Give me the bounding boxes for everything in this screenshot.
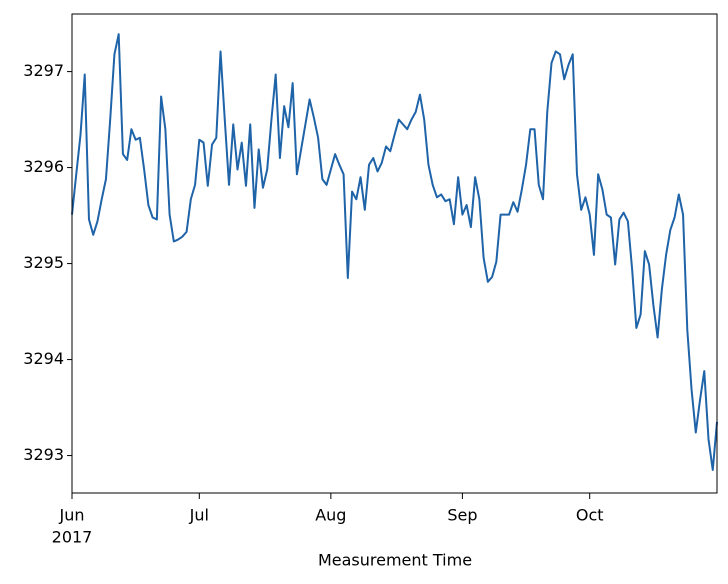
- plot-frame: [71, 13, 718, 494]
- x-tick-label: Jul: [189, 506, 209, 525]
- x-tick-label: Sep: [447, 506, 477, 525]
- y-tick-label: 3295: [23, 253, 64, 272]
- y-tick-label: 3296: [23, 157, 64, 176]
- x-year-label: 2017: [52, 528, 93, 547]
- y-tick-label: 3294: [23, 349, 64, 368]
- x-tick-label: Oct: [576, 506, 604, 525]
- y-tick-label: 3297: [23, 61, 64, 80]
- y-tick-label: 3293: [23, 445, 64, 464]
- x-axis-label: Measurement Time: [318, 551, 472, 570]
- x-tick-label: Jun: [59, 506, 85, 525]
- x-tick-label: Aug: [315, 506, 346, 525]
- data-line: [71, 33, 718, 471]
